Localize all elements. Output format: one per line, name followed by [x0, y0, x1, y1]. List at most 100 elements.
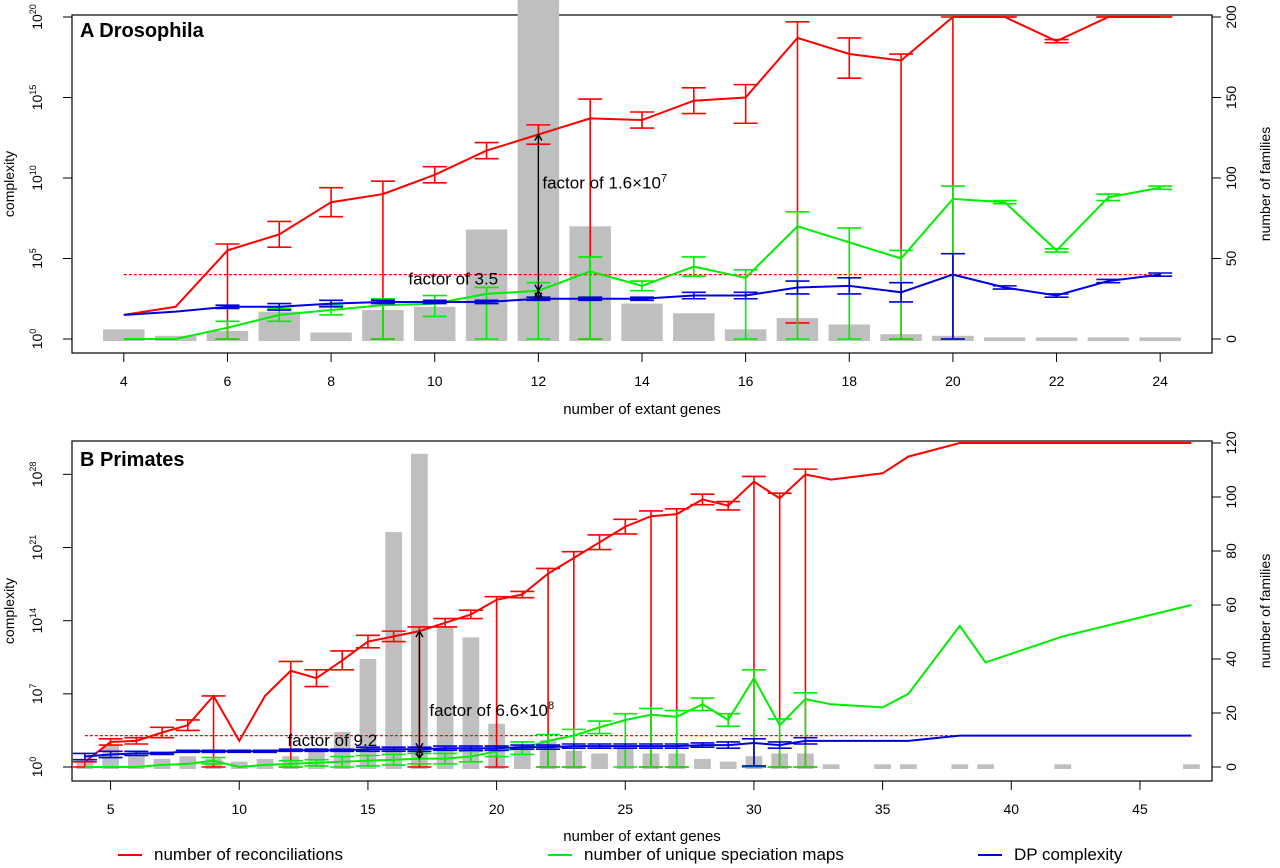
factor-arrowhead-bottom	[415, 752, 424, 761]
y2-tick-label: 20	[1223, 705, 1239, 721]
family-count-bar	[673, 313, 715, 341]
y-tick-label: 1015	[28, 85, 45, 111]
family-count-bar	[230, 761, 248, 769]
family-count-bar	[1183, 764, 1200, 769]
y2-tick-label: 40	[1223, 651, 1239, 667]
family-count-bar	[621, 303, 663, 341]
x-tick-label: 5	[107, 801, 115, 817]
x-tick-label: 24	[1152, 373, 1168, 389]
family-count-bar	[436, 626, 454, 769]
family-count-bar	[1035, 337, 1078, 341]
panel-a-drosophila: factor of 1.6×107 factor of 3.5 4 6 8 10 12 14 1…	[1, 0, 1273, 418]
family-count-bar	[984, 337, 1026, 341]
x-axis-label: number of extant genes	[563, 401, 721, 418]
x-tick-label: 25	[617, 801, 633, 817]
y2-tick-label: 200	[1223, 5, 1239, 29]
legend-item-reconciliations: number of reconciliations	[118, 842, 343, 868]
y-tick-label: 1021	[28, 535, 45, 561]
x-tick-label: 18	[841, 373, 857, 389]
x-tick-label: 6	[224, 373, 232, 389]
x-tick-label: 20	[945, 373, 961, 389]
series-line	[84, 442, 1192, 763]
x-tick-label: 35	[875, 801, 891, 817]
plot-frame	[71, 440, 1213, 782]
family-count-bar	[719, 761, 737, 769]
x-tick-label: 15	[360, 801, 376, 817]
family-count-bar	[411, 453, 428, 769]
y-tick-label: 107	[28, 684, 45, 705]
legend-label-dp-complexity: DP complexity	[1014, 845, 1123, 864]
y-tick-label: 100	[28, 329, 45, 350]
legend-label-reconciliations: number of reconciliations	[154, 845, 343, 864]
x-axis-label: number of extant genes	[563, 828, 721, 845]
factor-label: factor of 9.2	[287, 731, 377, 750]
y2-tick-label: 60	[1223, 597, 1239, 613]
legend-item-dp-complexity: DP complexity	[978, 842, 1122, 868]
legend-swatch-reconciliations	[118, 854, 142, 856]
family-count-bar	[977, 764, 994, 769]
x-tick-label: 16	[738, 373, 754, 389]
x-tick-label: 8	[327, 373, 335, 389]
family-count-bar	[591, 753, 608, 769]
x-tick-label: 14	[634, 373, 650, 389]
family-count-bar	[694, 758, 711, 769]
series-line	[123, 16, 1161, 316]
x-tick-label: 4	[120, 373, 128, 389]
family-count-bar	[1054, 764, 1072, 769]
y2-tick-label: 100	[1223, 166, 1239, 190]
y-tick-label: 1014	[28, 608, 45, 634]
family-count-bar	[310, 332, 352, 341]
panel-b-primates: factor of 6.6×108 factor of 9.2 5 10 15 20 25 3…	[1, 431, 1273, 845]
y-tick-label: 105	[28, 248, 45, 269]
family-count-bar	[103, 329, 145, 341]
x-tick-label: 30	[746, 801, 762, 817]
factor-label: factor of 1.6×107	[542, 173, 667, 193]
legend-swatch-speciation-maps	[548, 854, 572, 856]
x-tick-label: 40	[1003, 801, 1019, 817]
factor-arrowhead-top	[415, 629, 424, 638]
y-axis-label: complexity	[1, 578, 17, 644]
legend-label-speciation-maps: number of unique speciation maps	[584, 845, 844, 864]
y-tick-label: 1028	[28, 462, 45, 488]
x-tick-label: 45	[1132, 801, 1148, 817]
x-tick-label: 10	[427, 373, 443, 389]
family-count-bar	[822, 764, 840, 769]
family-count-bar	[179, 756, 197, 769]
y2-tick-label: 0	[1223, 335, 1239, 343]
family-count-bar	[951, 764, 969, 769]
y-tick-label: 100	[28, 757, 45, 778]
family-count-bar	[385, 532, 403, 769]
legend: number of reconciliations number of uniq…	[0, 842, 1280, 868]
panel-title: A Drosophila	[80, 20, 205, 42]
y2-axis-label: number of families	[1257, 554, 1273, 668]
factor-arrowhead-bottom	[534, 292, 543, 301]
y-axis-label: complexity	[1, 151, 17, 217]
family-count-bar	[899, 764, 917, 769]
y2-tick-label: 80	[1223, 543, 1239, 559]
family-count-bar	[1087, 337, 1130, 341]
x-tick-label: 22	[1049, 373, 1065, 389]
y2-axis-label: number of families	[1257, 127, 1273, 241]
y2-tick-label: 0	[1223, 763, 1239, 771]
y2-tick-label: 120	[1223, 431, 1239, 455]
y2-tick-label: 100	[1223, 485, 1239, 509]
factor-label: factor of 3.5	[408, 270, 498, 289]
x-tick-label: 10	[231, 801, 247, 817]
family-count-bar	[513, 745, 531, 769]
legend-item-speciation-maps: number of unique speciation maps	[548, 842, 844, 868]
x-tick-label: 12	[531, 373, 547, 389]
y2-tick-label: 50	[1223, 251, 1239, 267]
series-line	[84, 604, 1192, 769]
family-count-bar	[359, 659, 377, 769]
panel-title: B Primates	[80, 449, 185, 471]
y-tick-label: 1020	[28, 4, 45, 30]
series-line	[84, 734, 1192, 758]
factor-label: factor of 6.6×108	[429, 700, 554, 720]
factor-arrowhead-top	[534, 133, 543, 141]
y2-tick-label: 150	[1223, 86, 1239, 110]
x-tick-label: 20	[489, 801, 505, 817]
legend-swatch-dp-complexity	[978, 854, 1002, 856]
family-count-bar	[874, 764, 891, 769]
family-count-bar	[1139, 337, 1181, 341]
